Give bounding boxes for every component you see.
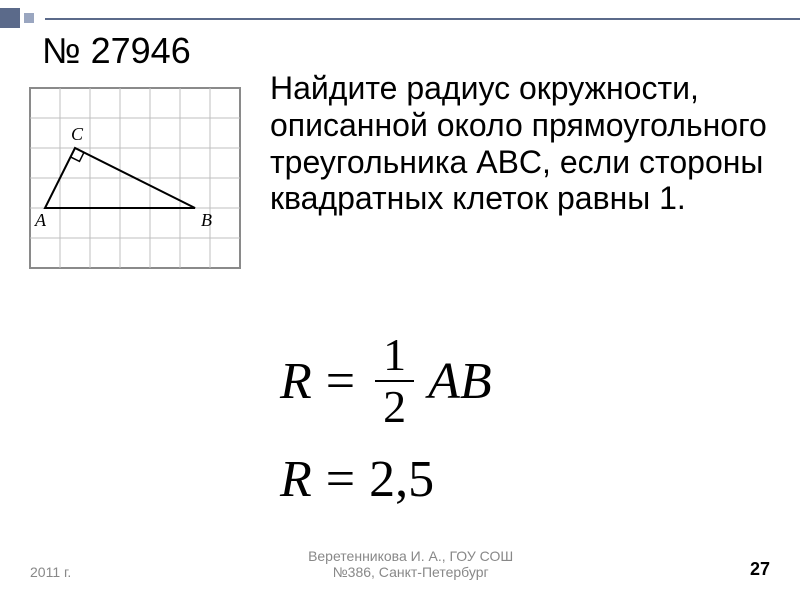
- triangle-figure: A B C: [20, 78, 250, 278]
- frac-den: 2: [375, 382, 414, 432]
- corner-decoration: [0, 8, 34, 28]
- equals-sign: =: [326, 352, 355, 411]
- formula-block: R = 1 2 AB R = 2,5: [280, 330, 492, 527]
- f2-lhs: R: [280, 450, 312, 509]
- footer-year: 2011 г.: [30, 564, 71, 580]
- formula-1: R = 1 2 AB: [280, 330, 492, 432]
- frac-num: 1: [375, 330, 414, 380]
- deco-square-small: [24, 13, 34, 23]
- formula-2: R = 2,5: [280, 450, 492, 509]
- f1-lhs: R: [280, 352, 312, 411]
- svg-text:B: B: [201, 210, 212, 230]
- footer-line2: №386, Санкт-Петербург: [71, 564, 750, 580]
- footer: 2011 г. Веретенникова И. А., ГОУ СОШ №38…: [0, 548, 800, 580]
- page-number: 27: [750, 559, 770, 580]
- fraction-half: 1 2: [375, 330, 414, 432]
- deco-square-big: [0, 8, 20, 28]
- top-rule: [45, 18, 800, 20]
- equals-sign: =: [326, 450, 355, 509]
- problem-number: № 27946: [42, 30, 191, 72]
- footer-line1: Веретенникова И. А., ГОУ СОШ: [71, 548, 750, 564]
- svg-text:A: A: [34, 210, 47, 230]
- f2-value: 2,5: [369, 450, 434, 509]
- footer-author: Веретенникова И. А., ГОУ СОШ №386, Санкт…: [71, 548, 750, 580]
- problem-text: Найдите радиус окружности, описанной око…: [270, 70, 780, 217]
- f1-rhs: AB: [428, 352, 492, 411]
- svg-text:C: C: [71, 124, 84, 144]
